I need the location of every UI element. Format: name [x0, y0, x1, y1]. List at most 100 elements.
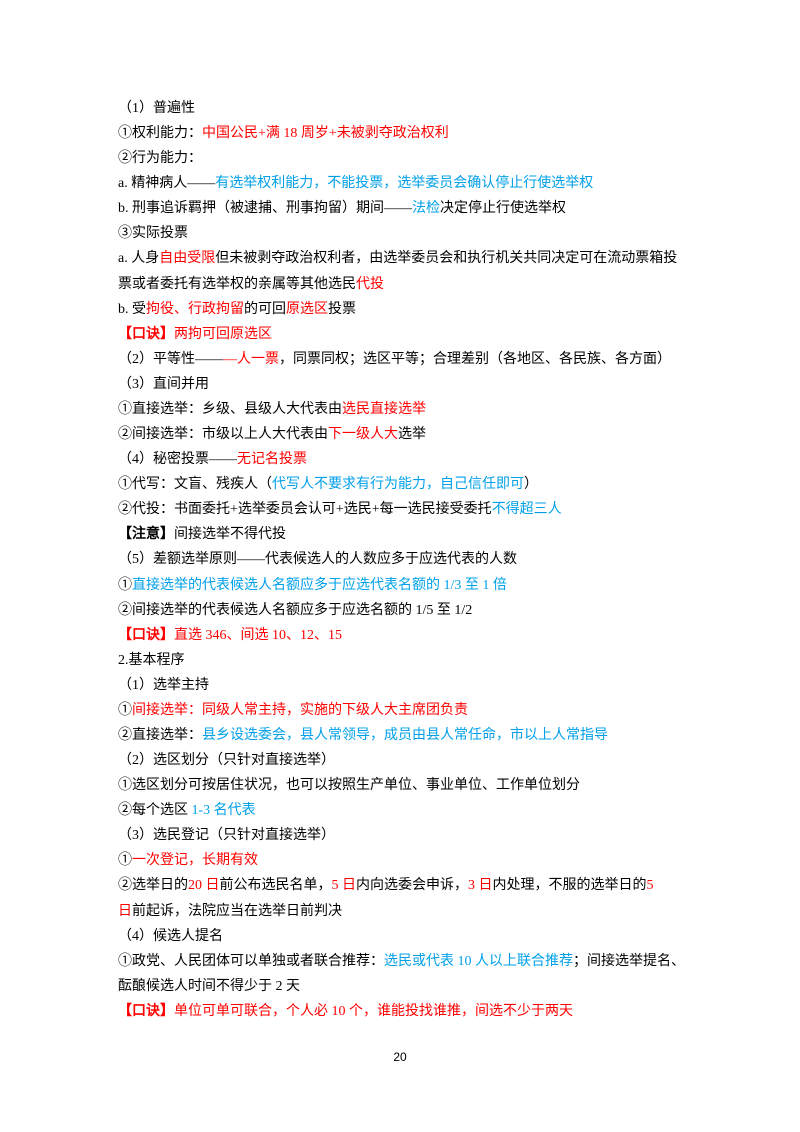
text-segment: ） [524, 477, 538, 493]
text-segment: 代投 [356, 276, 384, 292]
text-segment: ①选区划分可按居住状况，也可以按照生产单位、事业单位、工作单位划分 [118, 778, 580, 794]
text-segment: 2.基本程序 [118, 652, 185, 668]
text-segment: 【注意】 [118, 527, 174, 543]
text-segment: ① [118, 702, 132, 718]
text-segment: 的可回 [244, 301, 286, 317]
text-segment: a. 精神病人—— [118, 176, 216, 192]
text-segment: ②行为能力： [118, 151, 202, 167]
text-segment: 酝酿候选人时间不得少于 2 天 [118, 978, 300, 994]
text-line: ①直接选举的代表候选人名额应多于应选代表名额的 1/3 至 1 倍 [118, 576, 507, 596]
text-segment: 有选举权利能力，不能投票，选举委员会确认停止行使选举权 [215, 176, 594, 192]
text-segment: 中国公民+满 18 周岁+未被剥夺政治权利 [202, 126, 449, 142]
text-segment: 投票 [328, 301, 356, 317]
text-segment: 5 [646, 878, 654, 894]
text-line: b. 刑事追诉羁押（被逮捕、刑事拘留）期间——法检决定停止行使选举权 [118, 199, 566, 219]
text-segment: b. 受 [118, 301, 146, 317]
text-line: ②选举日的20 日前公布选民名单，5 日内向选委会申诉，3 日内处理，不服的选举… [118, 876, 654, 896]
text-segment: 票或者委托有选举权的亲属等其他选民 [118, 276, 356, 292]
text-line: ②行为能力： [118, 149, 202, 169]
text-segment: 【口诀】 [118, 1003, 174, 1019]
text-segment: ，同票同权；选区平等；合理差别（各地区、各民族、各方面） [279, 351, 671, 367]
text-segment: （2）平等性—— [118, 351, 223, 367]
text-line: 票或者委托有选举权的亲属等其他选民代投 [118, 275, 384, 295]
text-segment: 直接选举的代表候选人名额应多于应选代表名额的 1/3 至 1 倍 [132, 577, 507, 593]
text-segment: （5）差额选举原则——代表候选人的人数应多于应选代表的人数 [118, 552, 517, 568]
text-segment: ① [118, 853, 132, 869]
text-segment: 无记名投票 [237, 452, 307, 468]
text-segment: 日 [118, 903, 132, 919]
text-segment: 【口诀】 [118, 627, 174, 643]
text-segment: 一次登记，长期有效 [132, 853, 258, 869]
text-segment: ②间接选举：市级以上人大代表由 [118, 427, 328, 443]
text-line: ①间接选举：同级人常主持，实施的下级人大主席团负责 [118, 701, 468, 721]
text-line: （1）选举主持 [118, 676, 209, 696]
text-segment: 决定停止行使选举权 [440, 201, 566, 217]
text-line: b. 受拘役、行政拘留的可回原选区投票 [118, 300, 356, 320]
text-segment: 【口诀】 [118, 326, 174, 342]
text-line: ①直接选举：乡级、县级人大代表由选民直接选举 [118, 400, 426, 420]
text-segment: 选民或代表 10 人以上联合推荐 [384, 953, 573, 969]
text-line: ②间接选举：市级以上人大代表由下一级人大选举 [118, 425, 426, 445]
text-segment: 3 日 [468, 878, 493, 894]
text-line: （4）秘密投票——无记名投票 [118, 450, 307, 470]
text-segment: 间接选举不得代投 [174, 527, 286, 543]
text-segment: 拘役、行政拘留 [146, 301, 244, 317]
text-line: ①政党、人民团体可以单独或者联合推荐：选民或代表 10 人以上联合推荐；间接选举… [118, 952, 685, 972]
text-segment: ②代投：书面委托+选举委员会认可+选民+每一选民接受委托 [118, 502, 492, 518]
text-line: ②每个选区 1-3 名代表 [118, 801, 256, 821]
text-segment: （3）直间并用 [118, 376, 209, 392]
text-line: （3）直间并用 [118, 375, 209, 395]
text-segment: ②直接选举： [118, 728, 202, 743]
text-line: （2）选区划分（只针对直接选举） [118, 751, 335, 771]
text-segment: 选民直接选举 [342, 401, 426, 417]
text-segment: （1）选举主持 [118, 677, 209, 693]
text-line: a. 精神病人——有选举权利能力，不能投票，选举委员会确认停止行使选举权 [118, 174, 593, 194]
text-line: 【注意】间接选举不得代投 [118, 525, 286, 545]
text-segment: 下一级人大 [328, 427, 398, 443]
text-segment: ①政党、人民团体可以单独或者联合推荐： [118, 953, 384, 969]
text-segment: 前起诉，法院应当在选举日前判决 [132, 903, 342, 919]
text-line: （2）平等性———人一票，同票同权；选区平等；合理差别（各地区、各民族、各方面） [118, 350, 671, 370]
text-segment: b. 刑事追诉羁押（被逮捕、刑事拘留）期间—— [118, 201, 412, 217]
text-segment: ；间接选举提名、 [573, 953, 685, 969]
text-line: （3）选民登记（只针对直接选举） [118, 826, 335, 846]
text-line: a. 人身自由受限但未被剥夺政治权利者，由选举委员会和执行机关共同决定可在流动票… [118, 249, 677, 269]
text-segment: （2）选区划分（只针对直接选举） [118, 753, 335, 769]
text-segment: 自由受限 [159, 251, 216, 267]
text-segment: 前公布选民名单， [219, 878, 332, 894]
text-segment: —人一票 [223, 351, 279, 367]
text-segment: 但未被剥夺政治权利者，由选举委员会和执行机关共同决定可在流动票箱投 [215, 251, 678, 267]
text-line: （1）普遍性 [118, 99, 195, 119]
text-line: 日前起诉，法院应当在选举日前判决 [118, 902, 342, 922]
text-line: 【口诀】直选 346、间选 10、12、15 [118, 626, 342, 646]
text-segment: 直选 346、间选 10、12、15 [174, 627, 342, 643]
text-segment: 单位可单可联合，个人必 10 个，谁能投找谁推，间选不少于两天 [174, 1003, 573, 1019]
text-line: 2.基本程序 [118, 651, 185, 671]
text-segment: 1-3 名代表 [191, 803, 256, 819]
text-segment: 不得超三人 [491, 502, 562, 518]
text-segment: ①直接选举：乡级、县级人大代表由 [118, 401, 342, 417]
text-segment: （3）选民登记（只针对直接选举） [118, 828, 335, 844]
text-line: ①选区划分可按居住状况，也可以按照生产单位、事业单位、工作单位划分 [118, 776, 580, 796]
text-segment: ③实际投票 [118, 226, 188, 242]
text-line: ②间接选举的代表候选人名额应多于应选名额的 1/5 至 1/2 [118, 601, 472, 621]
text-segment: 20 日 [188, 878, 220, 894]
text-line: 【口诀】单位可单可联合，个人必 10 个，谁能投找谁推，间选不少于两天 [118, 1002, 573, 1022]
text-line: ②直接选举：县乡设选委会，县人常领导，成员由县人常任命，市以上人常指导 [118, 726, 608, 746]
text-line: ①一次登记，长期有效 [118, 851, 258, 871]
text-segment: a. 人身 [118, 251, 160, 267]
text-segment: 间接选举：同级人常主持，实施的下级人大主席团负责 [132, 702, 468, 718]
text-segment: ②间接选举的代表候选人名额应多于应选名额的 1/5 至 1/2 [118, 602, 473, 618]
text-segment: 内处理，不服的选举日的 [492, 878, 647, 894]
text-line: 酝酿候选人时间不得少于 2 天 [118, 977, 300, 997]
text-segment: 代写人不要求有行为能力，自己信任即可 [272, 477, 524, 493]
text-segment: 县乡设选委会，县人常领导，成员由县人常任命，市以上人常指导 [202, 728, 608, 743]
text-line: 【口诀】两拘可回原选区 [118, 325, 272, 345]
text-segment: 法检 [412, 201, 440, 217]
text-line: （4）候选人提名 [118, 927, 223, 947]
text-segment: 原选区 [286, 301, 328, 317]
text-line: ②代投：书面委托+选举委员会认可+选民+每一选民接受委托不得超三人 [118, 500, 562, 520]
text-segment: （4）秘密投票—— [118, 452, 237, 468]
text-segment: （1）普遍性 [118, 101, 195, 116]
